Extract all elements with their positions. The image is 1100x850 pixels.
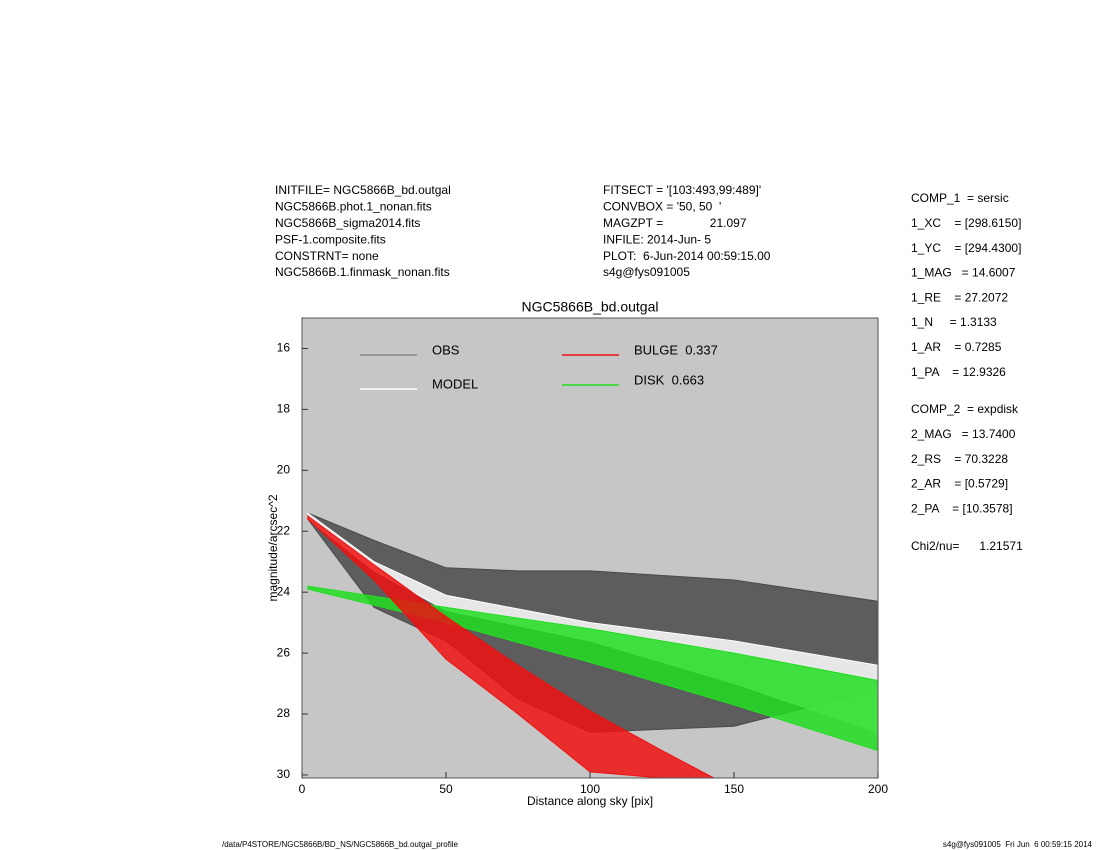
header-line: CONSTRNT= none	[275, 249, 379, 263]
header-line: PSF-1.composite.fits	[275, 232, 386, 246]
x-tick-label: 200	[868, 782, 888, 796]
chi2: Chi2/nu= 1.21571	[911, 539, 1023, 553]
footer-left: /data/P4STORE/NGC5866B/BD_NS/NGC5866B_bd…	[222, 840, 459, 849]
param-line: 2_AR = [0.5729]	[911, 477, 1008, 491]
param-line: 1_XC = [298.6150]	[911, 216, 1021, 230]
param-line: 2_MAG = 13.7400	[911, 427, 1016, 441]
param-line: 1_RE = 27.2072	[911, 290, 1008, 304]
header-line: FITSECT = '[103:493,99:489]'	[603, 183, 761, 197]
x-tick-label: 0	[299, 782, 306, 796]
legend-label: DISK 0.663	[634, 372, 704, 387]
header-line: CONVBOX = '50, 50 '	[603, 200, 721, 214]
header-line: s4g@fys091005	[603, 265, 690, 279]
param-line: 2_PA = [10.3578]	[911, 501, 1013, 515]
param-line: 1_N = 1.3133	[911, 315, 997, 329]
y-tick-label: 28	[277, 706, 291, 720]
x-tick-label: 150	[724, 782, 744, 796]
header-line: NGC5866B_sigma2014.fits	[275, 216, 420, 230]
param-line: COMP_1 = sersic	[911, 191, 1009, 205]
y-tick-label: 26	[277, 645, 291, 659]
x-tick-label: 50	[439, 782, 453, 796]
footer-right: s4g@fys091005 Fri Jun 6 00:59:15 2014	[943, 840, 1093, 849]
data-band	[307, 515, 715, 778]
y-tick-label: 24	[277, 584, 291, 598]
y-tick-label: 22	[277, 523, 291, 537]
y-axis-label: magnitude/arcsec^2	[266, 494, 280, 601]
y-tick-label: 16	[277, 341, 291, 355]
plot-area	[307, 511, 878, 778]
param-line: 1_MAG = 14.6007	[911, 266, 1016, 280]
x-tick-label: 100	[580, 782, 600, 796]
param-line: 2_RS = 70.3228	[911, 452, 1008, 466]
legend-label: BULGE 0.337	[634, 342, 718, 357]
param-line: 1_YC = [294.4300]	[911, 241, 1021, 255]
y-tick-label: 30	[277, 767, 291, 781]
header-line: NGC5866B.1.finmask_nonan.fits	[275, 265, 450, 279]
header-line: NGC5866B.phot.1_nonan.fits	[275, 200, 432, 214]
data-band	[307, 585, 878, 752]
param-line: 1_PA = 12.9326	[911, 365, 1006, 379]
header-line: PLOT: 6-Jun-2014 00:59:15.00	[603, 249, 771, 263]
legend-label: OBS	[432, 342, 460, 357]
header-line: INFILE: 2014-Jun- 5	[603, 232, 711, 246]
y-tick-label: 20	[277, 462, 291, 476]
legend-label: MODEL	[432, 376, 478, 391]
param-line: COMP_2 = expdisk	[911, 402, 1019, 416]
param-line: 1_AR = 0.7285	[911, 340, 1002, 354]
chart-title: NGC5866B_bd.outgal	[522, 299, 659, 315]
header-line: INITFILE= NGC5866B_bd.outgal	[275, 183, 451, 197]
header-line: MAGZPT = 21.097	[603, 216, 747, 230]
y-tick-label: 18	[277, 402, 291, 416]
x-axis-label: Distance along sky [pix]	[527, 794, 653, 808]
